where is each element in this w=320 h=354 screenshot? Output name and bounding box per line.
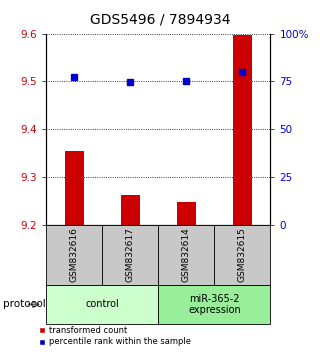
Text: GSM832614: GSM832614: [182, 228, 191, 282]
Text: protocol: protocol: [3, 299, 46, 309]
Bar: [121, 195, 140, 225]
Bar: [233, 35, 252, 225]
Text: GSM832617: GSM832617: [126, 227, 135, 282]
Text: GDS5496 / 7894934: GDS5496 / 7894934: [90, 12, 230, 27]
Text: GSM832615: GSM832615: [238, 227, 247, 282]
Legend: transformed count, percentile rank within the sample: transformed count, percentile rank withi…: [36, 322, 194, 350]
Bar: [65, 151, 84, 225]
Bar: [177, 202, 196, 225]
Text: control: control: [85, 299, 119, 309]
Text: GSM832616: GSM832616: [70, 227, 79, 282]
Text: miR-365-2
expression: miR-365-2 expression: [188, 293, 241, 315]
